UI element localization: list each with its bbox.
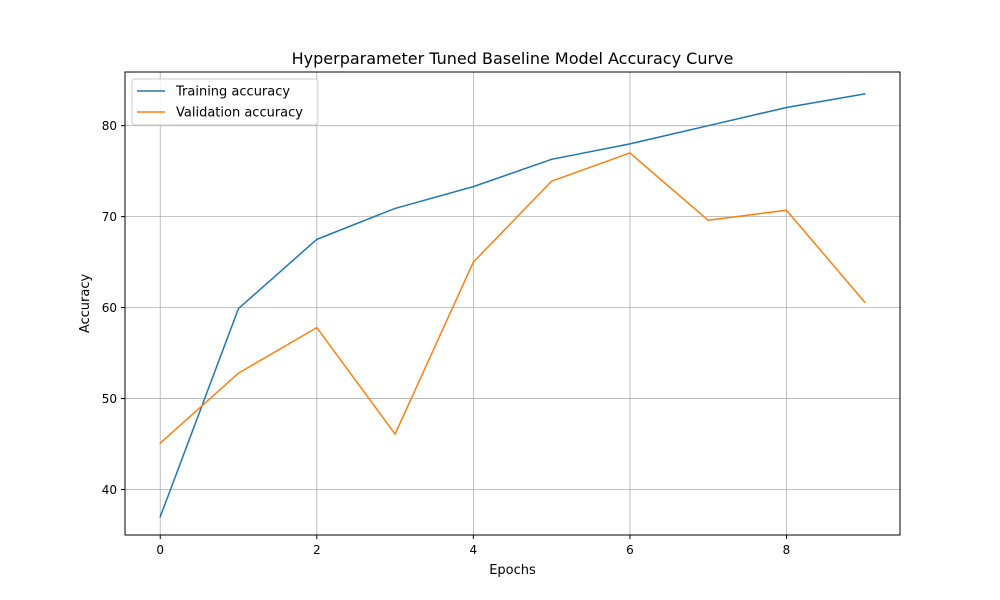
- legend-label: Training accuracy: [175, 85, 290, 100]
- y-tick-label: 70: [102, 210, 117, 224]
- y-tick-label: 60: [102, 301, 117, 315]
- x-tick-label: 0: [156, 543, 164, 557]
- x-tick-label: 6: [626, 543, 634, 557]
- x-tick-label: 2: [313, 543, 321, 557]
- legend-label: Validation accuracy: [176, 106, 303, 121]
- x-axis-label: Epochs: [489, 563, 536, 578]
- legend-box: [131, 78, 319, 126]
- x-tick-label: 4: [470, 543, 478, 557]
- grid: [125, 72, 900, 535]
- legend: Training accuracy Validation accuracy: [131, 78, 319, 126]
- chart-title: Hyperparameter Tuned Baseline Model Accu…: [292, 49, 734, 68]
- y-tick-label: 40: [102, 483, 117, 497]
- training-accuracy-line: [159, 92, 866, 518]
- axis-ticks: 0 2 4 6 8 40 50 60 70 80: [102, 119, 791, 557]
- y-axis-label: Accuracy: [78, 274, 93, 334]
- x-tick-label: 8: [783, 543, 791, 557]
- validation-accuracy-line: [159, 152, 866, 445]
- y-tick-label: 80: [102, 119, 117, 133]
- y-tick-label: 50: [102, 392, 117, 406]
- series-lines: [159, 92, 866, 518]
- plot-frame: [124, 71, 901, 536]
